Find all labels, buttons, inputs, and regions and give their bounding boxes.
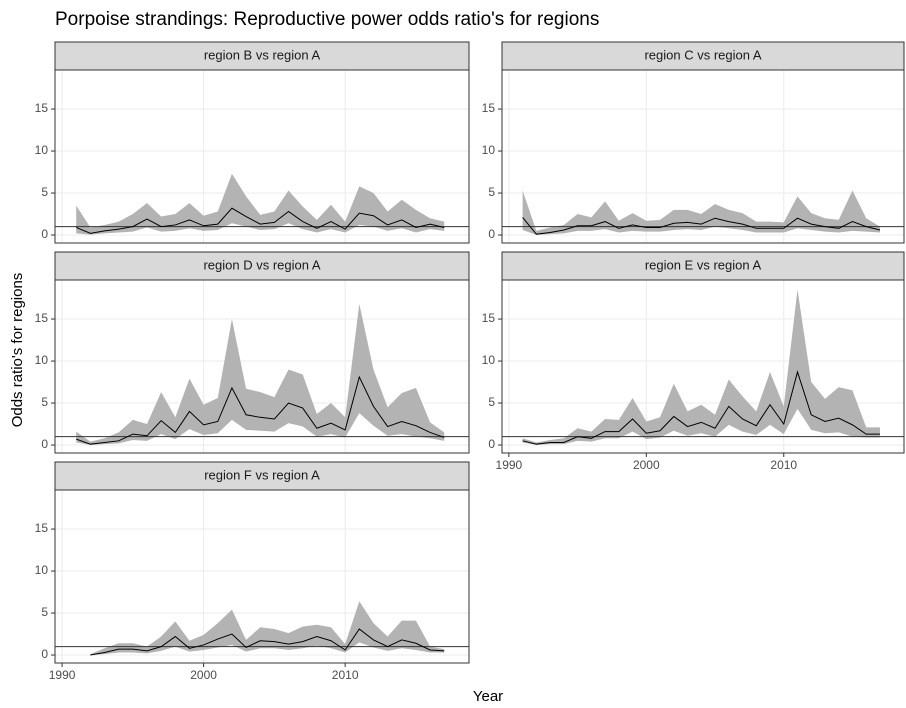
y-tick-label: 10 (35, 563, 49, 577)
y-tick-label: 5 (41, 185, 48, 199)
y-tick-label: 5 (488, 185, 495, 199)
y-tick-label: 10 (35, 143, 49, 157)
confidence-band (90, 601, 445, 656)
y-tick-label: 5 (41, 395, 48, 409)
y-tick-label: 15 (35, 311, 49, 325)
y-tick-label: 0 (41, 647, 48, 661)
strip-title: region F vs region A (204, 467, 320, 482)
panel-border (501, 279, 905, 454)
strip (54, 251, 470, 281)
panel-border (54, 489, 470, 664)
y-tick-label: 0 (488, 227, 495, 241)
y-tick-label: 15 (35, 101, 49, 115)
y-tick-label: 15 (482, 311, 496, 325)
y-tick-label: 0 (488, 437, 495, 451)
strip (54, 461, 470, 491)
odds-ratio-line (522, 370, 880, 445)
odds-ratio-line (522, 217, 881, 235)
x-tick-label: 2000 (190, 668, 217, 682)
odds-ratio-line (76, 375, 445, 445)
x-tick-label: 2000 (633, 458, 660, 472)
strip (54, 41, 470, 71)
y-tick-label: 15 (482, 101, 496, 115)
y-tick-label: 5 (488, 395, 495, 409)
strip-title: region E vs region A (645, 257, 762, 272)
x-tick-label: 1990 (496, 458, 523, 472)
x-axis-label: Year (473, 688, 503, 705)
x-tick-label: 2010 (770, 458, 797, 472)
y-tick-label: 0 (41, 437, 48, 451)
confidence-band (522, 289, 880, 445)
panel-border (54, 279, 470, 454)
y-tick-label: 10 (35, 353, 49, 367)
panel-border (54, 69, 470, 244)
y-axis-label: Odds ratio's for regions (9, 273, 26, 428)
strip-title: region C vs region A (644, 47, 761, 62)
x-tick-label: 2010 (332, 668, 359, 682)
y-tick-label: 10 (482, 353, 496, 367)
y-tick-label: 10 (482, 143, 496, 157)
strip-title: region D vs region A (203, 257, 320, 272)
strip (501, 41, 905, 71)
strip-title: region B vs region A (204, 47, 321, 62)
panel-border (501, 69, 905, 244)
confidence-band (76, 303, 445, 445)
chart-title: Porpoise strandings: Reproductive power … (55, 9, 599, 30)
y-tick-label: 0 (41, 227, 48, 241)
odds-ratio-line (90, 628, 445, 656)
strip (501, 251, 905, 281)
y-tick-label: 5 (41, 605, 48, 619)
x-tick-label: 1990 (49, 668, 76, 682)
odds-ratio-line (76, 207, 445, 234)
confidence-band (76, 173, 445, 235)
y-tick-label: 15 (35, 521, 49, 535)
